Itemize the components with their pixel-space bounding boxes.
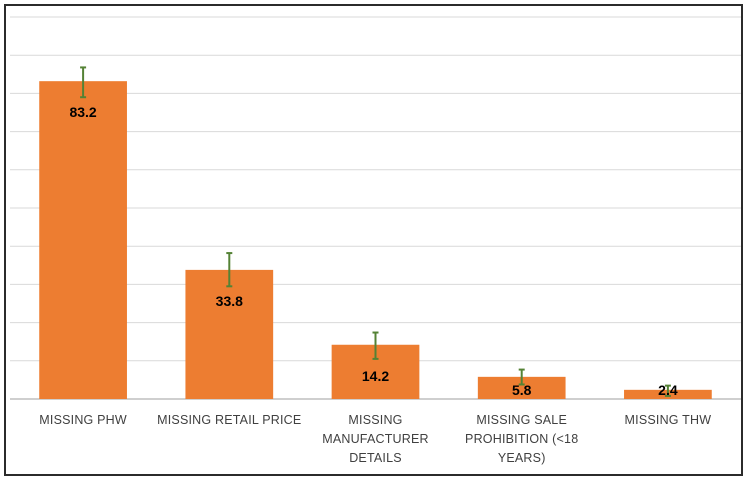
category-labels: MISSING PHW MISSING RETAIL PRICE MISSING MA… [39,413,711,465]
category-label: MISSING PHW [39,413,127,427]
error-bars [80,66,671,397]
data-label: 2.4 [658,382,678,398]
category-label: MISSING [348,413,402,427]
data-label: 33.8 [216,293,243,309]
data-labels: 83.2 33.8 14.2 5.8 2.4 [69,104,677,398]
category-label: YEARS) [498,451,546,465]
category-label: PROHIBITION (<18 [465,432,578,446]
data-label: 5.8 [512,382,532,398]
bar [39,81,127,400]
data-label: 14.2 [362,368,389,384]
category-label: MANUFACTURER [322,432,429,446]
bar [185,269,274,399]
bar [477,376,566,399]
gridlines [10,16,741,400]
category-label: DETAILS [349,451,402,465]
category-label: MISSING THW [625,413,712,427]
category-label: MISSING RETAIL PRICE [157,413,301,427]
category-label: MISSING SALE [476,413,567,427]
bar-chart: 83.2 33.8 14.2 5.8 2.4 MISSING PHW MISSING RE… [10,16,741,465]
chart-frame: 83.2 33.8 14.2 5.8 2.4 MISSING PHW MISSING RE… [4,4,743,476]
data-label: 83.2 [69,104,96,120]
